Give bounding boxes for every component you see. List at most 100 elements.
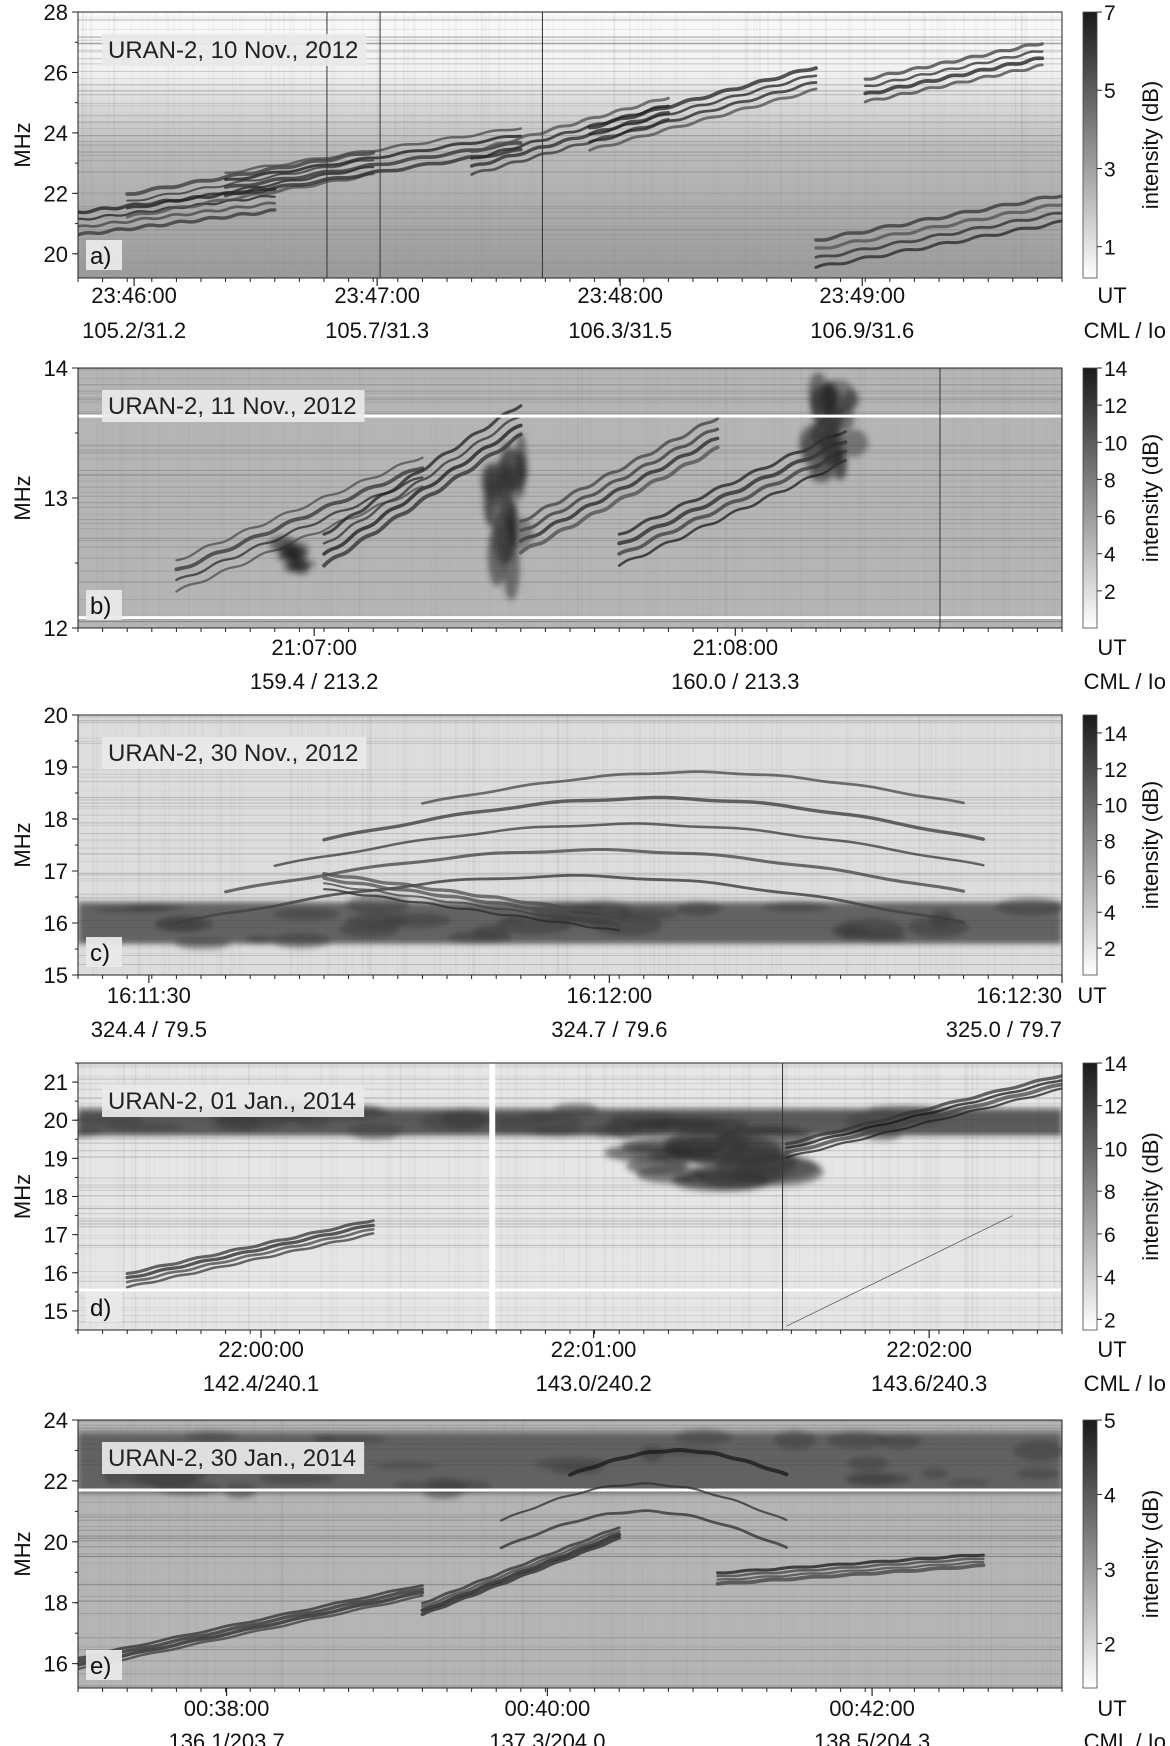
emission-stripe bbox=[470, 96, 670, 154]
emission-stripe bbox=[421, 770, 965, 805]
colorbar-tick-label: 12 bbox=[1104, 1096, 1127, 1119]
emission-stripe bbox=[716, 1557, 985, 1578]
y-axis-label: MHz bbox=[10, 822, 35, 867]
colorbar-tick-label: 2 bbox=[1104, 938, 1116, 961]
svg-text:d): d) bbox=[90, 1295, 111, 1322]
colorbar-tick-label: 2 bbox=[1104, 1633, 1116, 1656]
emission-stripe bbox=[125, 1219, 375, 1276]
x-axis: 23:46:00 105.2/31.2 23:47:00 105.7/31.3 23:4… bbox=[77, 278, 1166, 343]
y-tick-label: 16 bbox=[44, 1261, 68, 1286]
x-unit-time: UT bbox=[1097, 1696, 1126, 1721]
colorbar-label: intensity (dB) bbox=[1138, 1490, 1163, 1618]
emission-stripe bbox=[568, 1448, 789, 1477]
horizontal-gap bbox=[78, 616, 1062, 620]
emission-stripe bbox=[518, 445, 720, 555]
panel-label: c) bbox=[86, 937, 122, 967]
y-axis-label: MHz bbox=[10, 475, 35, 520]
emission-stripe bbox=[78, 201, 277, 228]
x-tick-cml: 143.6/240.3 bbox=[871, 1371, 987, 1396]
emission-stripe bbox=[420, 1532, 622, 1613]
y-axis-label: MHz bbox=[10, 1174, 35, 1219]
emission-stripe bbox=[125, 1228, 375, 1284]
emission-stripe bbox=[420, 1535, 622, 1617]
x-tick-time: 16:12:30 bbox=[976, 983, 1062, 1008]
emission-stripe bbox=[519, 417, 720, 523]
colorbar-label: intensity (dB) bbox=[1138, 434, 1163, 562]
y-tick-label: 18 bbox=[44, 807, 68, 832]
svg-text:URAN-2, 11 Nov., 2012: URAN-2, 11 Nov., 2012 bbox=[108, 393, 357, 420]
y-axis-label: MHz bbox=[10, 122, 35, 167]
colorbar-label: intensity (dB) bbox=[1138, 1132, 1163, 1260]
y-tick-label: 20 bbox=[44, 1530, 68, 1555]
x-unit-cml: CML / Io bbox=[1084, 1729, 1166, 1746]
emission-stripe bbox=[470, 117, 670, 176]
diagonal-trace bbox=[786, 1215, 1013, 1327]
emission-stripe bbox=[421, 1530, 621, 1608]
colorbar-tick-label: 8 bbox=[1104, 469, 1116, 492]
y-tick-label: 17 bbox=[44, 1223, 68, 1248]
emission-stripe bbox=[175, 456, 424, 562]
spectrogram-panel-b: URAN-2, 11 Nov., 2012 b) 12 13 14 MHz 21:07:00… bbox=[10, 356, 1166, 694]
x-unit-cml: CML / Io bbox=[1084, 318, 1166, 343]
y-tick-label: 20 bbox=[44, 1108, 68, 1133]
svg-text:e): e) bbox=[90, 1653, 111, 1680]
colorbar-label: intensity (dB) bbox=[1138, 81, 1163, 209]
colorbar-tick-label: 14 bbox=[1104, 723, 1128, 746]
colorbar-gradient bbox=[1082, 11, 1098, 279]
emission-stripe bbox=[814, 194, 1062, 242]
x-unit-time: UT bbox=[1077, 983, 1106, 1008]
x-tick-cml: 142.4/240.1 bbox=[203, 1371, 319, 1396]
colorbar-tick-label: 4 bbox=[1104, 1267, 1116, 1290]
emission-stripe bbox=[273, 822, 985, 868]
emission-stripe bbox=[223, 141, 523, 189]
x-tick-cml: 105.7/31.3 bbox=[325, 318, 429, 343]
panel-title: URAN-2, 30 Nov., 2012 bbox=[102, 737, 367, 769]
y-tick-label: 22 bbox=[44, 1469, 68, 1494]
emission-stripe bbox=[617, 459, 847, 567]
emission-stripe bbox=[224, 127, 523, 175]
emission-stripe bbox=[814, 211, 1062, 259]
emission-stripe bbox=[126, 159, 375, 202]
x-tick-time: 22:02:00 bbox=[886, 1337, 972, 1362]
colorbar: 2 4 6 8 10 12 14 intensity (dB) bbox=[1082, 1053, 1163, 1332]
emission-stripe bbox=[588, 74, 818, 136]
emission-stripe bbox=[322, 795, 985, 842]
x-tick-time: 00:42:00 bbox=[829, 1696, 915, 1721]
colorbar-tick-label: 2 bbox=[1104, 1309, 1116, 1332]
y-axis: 15 16 17 18 19 20 21 MHz bbox=[10, 1062, 78, 1331]
svg-text:b): b) bbox=[90, 593, 111, 620]
y-axis: 15 16 17 18 19 20 MHz bbox=[10, 703, 78, 988]
emission-stripe bbox=[469, 111, 671, 168]
x-tick-cml: 143.0/240.2 bbox=[535, 1371, 651, 1396]
emission-stripe bbox=[125, 1223, 375, 1280]
x-unit-cml: CML / Io bbox=[1084, 1371, 1166, 1396]
emission-band bbox=[78, 894, 1062, 950]
svg-text:a): a) bbox=[90, 243, 111, 270]
y-tick-label: 22 bbox=[44, 181, 68, 206]
x-tick-cml: 138.5/204.3 bbox=[814, 1729, 930, 1746]
horizontal-gap bbox=[78, 414, 1062, 418]
svg-text:URAN-2, 30 Jan., 2014: URAN-2, 30 Jan., 2014 bbox=[108, 1445, 356, 1472]
emission-stripe bbox=[322, 415, 522, 545]
colorbar-tick-label: 6 bbox=[1104, 507, 1116, 530]
spectrogram-image bbox=[78, 368, 1062, 628]
panel-title: URAN-2, 01 Jan., 2014 bbox=[102, 1085, 365, 1117]
x-tick-cml: 324.4 / 79.5 bbox=[91, 1017, 207, 1042]
x-tick-cml: 137.3/204.0 bbox=[489, 1729, 605, 1746]
emission-stripe bbox=[224, 134, 523, 181]
x-unit-time: UT bbox=[1097, 1337, 1126, 1362]
x-unit-time: UT bbox=[1097, 283, 1126, 308]
emission-blob bbox=[269, 535, 317, 575]
x-axis: 16:11:30 324.4 / 79.5 16:12:00 324.7 / 79.6… bbox=[77, 975, 1107, 1042]
emission-stripe bbox=[863, 63, 1044, 104]
x-tick-cml: 105.2/31.2 bbox=[82, 318, 186, 343]
colorbar: 2 4 6 8 10 12 14 intensity (dB) bbox=[1082, 358, 1163, 629]
emission-stripe bbox=[125, 1232, 375, 1289]
emission-stripe bbox=[78, 1590, 425, 1667]
colorbar-tick-label: 7 bbox=[1104, 2, 1116, 25]
x-tick-cml: 325.0 / 79.7 bbox=[946, 1017, 1062, 1042]
emission-stripe bbox=[223, 147, 523, 198]
svg-text:URAN-2, 30 Nov., 2012: URAN-2, 30 Nov., 2012 bbox=[108, 740, 358, 767]
colorbar-gradient bbox=[1082, 1062, 1098, 1331]
x-tick-cml: 159.4 / 213.2 bbox=[250, 669, 378, 694]
